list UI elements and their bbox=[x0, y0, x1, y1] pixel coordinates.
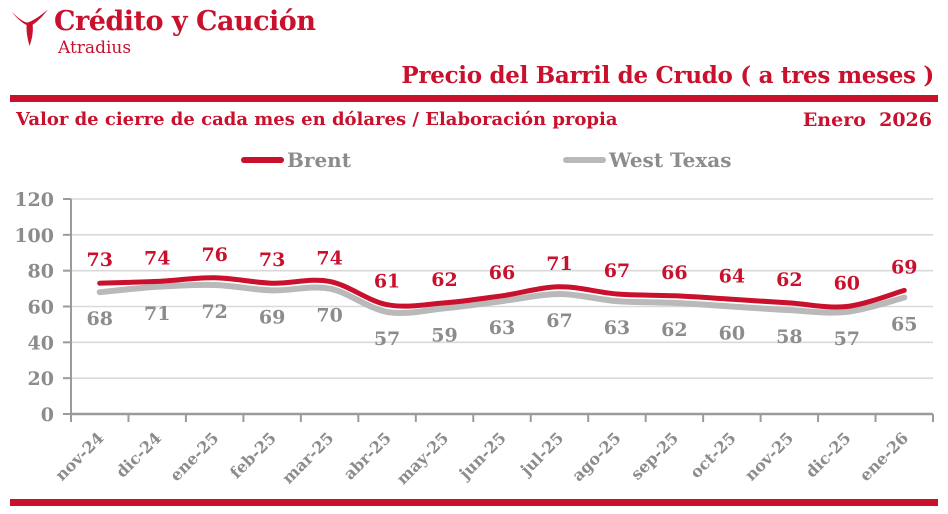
page-title: Precio del Barril de Crudo ( a tres mese… bbox=[401, 62, 934, 89]
brent-data-label: 76 bbox=[201, 244, 227, 266]
west-texas-data-label: 59 bbox=[431, 324, 457, 346]
x-category-label: dic-24 bbox=[112, 428, 165, 481]
x-category-label: oct-25 bbox=[686, 428, 740, 482]
brent-line bbox=[97, 275, 907, 310]
west-texas-data-label: 69 bbox=[259, 306, 285, 328]
x-category-label: sep-25 bbox=[627, 428, 682, 483]
line-chart: 0 20 40 60 80 100 120 nov-24 dic-24 ene-25 feb-25 m… bbox=[0, 175, 948, 497]
x-category-label: nov-25 bbox=[741, 428, 797, 484]
west-texas-data-label: 65 bbox=[891, 314, 917, 336]
west-texas-data-label: 60 bbox=[719, 323, 745, 345]
y-tick-label: 20 bbox=[28, 368, 54, 390]
x-category-label: ene-26 bbox=[856, 428, 913, 485]
x-category-label: jul-25 bbox=[515, 428, 567, 480]
west-texas-data-label: 58 bbox=[776, 326, 802, 348]
brand-name: Crédito y Caución bbox=[54, 6, 316, 37]
x-category-label: nov-24 bbox=[51, 428, 107, 484]
x-category-label: mar-25 bbox=[278, 428, 337, 487]
brent-data-label: 61 bbox=[374, 271, 400, 293]
west-texas-line-swatch bbox=[563, 157, 606, 163]
brent-data-label: 74 bbox=[316, 247, 342, 269]
west-texas-data-label: 68 bbox=[87, 308, 113, 330]
west-texas-data-label: 71 bbox=[144, 303, 170, 325]
west-texas-data-label: 62 bbox=[661, 319, 687, 341]
brent-data-label: 69 bbox=[891, 256, 917, 278]
west-texas-data-label: 63 bbox=[604, 317, 630, 339]
brent-data-label: 71 bbox=[546, 253, 572, 275]
brent-data-label: 67 bbox=[604, 260, 630, 282]
y-tick-label: 120 bbox=[14, 189, 54, 211]
brent-data-label: 62 bbox=[431, 269, 457, 291]
brent-data-label: 74 bbox=[144, 247, 170, 269]
x-category-label: ago-25 bbox=[568, 428, 625, 485]
chart-subtitle: Valor de cierre de cada mes en dólares /… bbox=[16, 109, 618, 130]
legend-label-brent: Brent bbox=[287, 148, 351, 172]
west-texas-data-label: 57 bbox=[374, 328, 400, 350]
legend-item-brent: Brent bbox=[241, 148, 351, 172]
logo: Crédito y Caución Atradius bbox=[10, 6, 316, 58]
brent-data-label: 73 bbox=[87, 249, 113, 271]
y-tick-label: 40 bbox=[28, 332, 54, 354]
x-category-label: dic-25 bbox=[802, 428, 855, 481]
y-tick-label: 0 bbox=[41, 404, 54, 426]
y-tick-label: 60 bbox=[28, 297, 54, 319]
west-texas-data-label: 63 bbox=[489, 317, 515, 339]
brent-line-swatch bbox=[241, 157, 284, 163]
bottom-red-rule bbox=[10, 499, 938, 506]
x-category-label: feb-25 bbox=[226, 428, 280, 482]
period-label: Enero 2026 bbox=[802, 109, 932, 131]
legend-item-west-texas: West Texas bbox=[563, 148, 732, 172]
top-red-rule bbox=[10, 95, 938, 102]
brent-data-label: 66 bbox=[489, 262, 515, 284]
x-category-label: may-25 bbox=[393, 428, 453, 488]
brand-subtitle: Atradius bbox=[58, 38, 132, 58]
brent-data-label: 73 bbox=[259, 249, 285, 271]
west-texas-data-label: 67 bbox=[546, 310, 572, 332]
legend-label-west-texas: West Texas bbox=[609, 148, 732, 172]
west-texas-data-label: 72 bbox=[201, 301, 227, 323]
brent-data-label: 66 bbox=[661, 262, 687, 284]
y-tick-label: 100 bbox=[14, 225, 54, 247]
west-texas-data-label: 57 bbox=[834, 328, 860, 350]
atradius-bird-icon bbox=[12, 9, 48, 46]
brent-data-label: 64 bbox=[719, 265, 745, 287]
west-texas-line bbox=[96, 281, 908, 316]
west-texas-data-label: 70 bbox=[316, 305, 342, 327]
x-category-label: ene-25 bbox=[166, 428, 223, 485]
x-category-label: abr-25 bbox=[340, 428, 395, 483]
x-category-label: jun-25 bbox=[454, 428, 510, 484]
y-tick-label: 80 bbox=[28, 261, 54, 283]
brent-data-label: 62 bbox=[776, 269, 802, 291]
brent-data-label: 60 bbox=[834, 273, 860, 295]
